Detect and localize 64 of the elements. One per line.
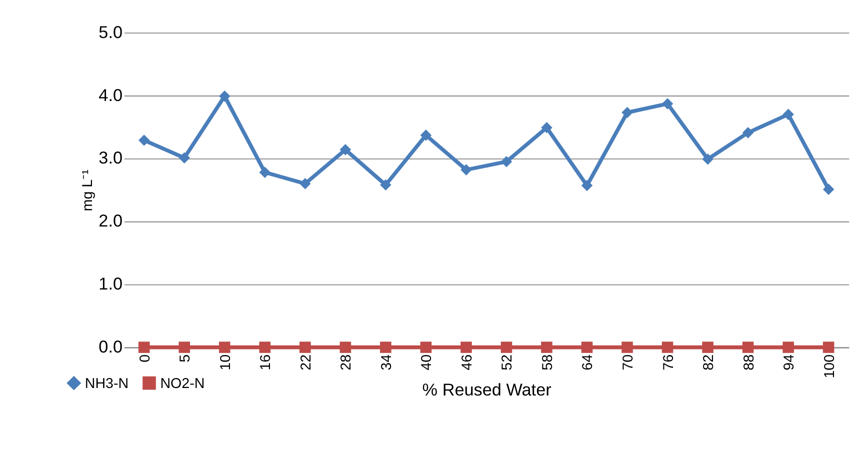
point [178, 342, 190, 353]
x-tick-label: 70 [620, 354, 636, 370]
point [300, 342, 311, 353]
point [702, 153, 714, 165]
point [380, 179, 392, 191]
point [138, 342, 150, 353]
point [460, 342, 472, 353]
point [622, 106, 633, 118]
point [822, 184, 834, 195]
x-tick-label: 76 [660, 354, 677, 370]
point [742, 342, 754, 353]
x-axis-title: % Reused Water [422, 379, 552, 400]
point [581, 342, 593, 353]
x-tick-label: 5 [178, 354, 194, 362]
x-tick-label: 58 [540, 354, 556, 370]
y-tick-label: 4.0 [98, 84, 123, 105]
point [259, 166, 271, 178]
point [541, 122, 552, 134]
point [178, 152, 190, 164]
y-tick-label: 0.0 [98, 336, 123, 357]
point [420, 342, 432, 353]
point [622, 342, 633, 353]
point [662, 342, 674, 353]
x-tick-label: 46 [459, 354, 476, 370]
point [782, 108, 794, 120]
legend-label: NO2-N [160, 376, 205, 392]
point [340, 342, 352, 353]
point [822, 342, 834, 353]
x-tick-label: 64 [580, 354, 596, 370]
x-tick-label: 16 [258, 354, 274, 370]
point [218, 342, 230, 353]
x-tick-label: 82 [701, 354, 718, 370]
x-tick-label: 100 [822, 354, 838, 378]
x-tick-label: 22 [298, 354, 314, 370]
x-tick-label: 52 [500, 354, 516, 370]
x-tick-label: 94 [782, 354, 798, 370]
x-tick-label: 0 [137, 354, 154, 362]
x-tick-label: 10 [218, 354, 234, 370]
y-axis-title: mg L⁻¹ [80, 169, 96, 212]
point [420, 130, 432, 141]
point [340, 144, 352, 156]
point [460, 164, 472, 176]
point [500, 156, 512, 168]
point [259, 342, 271, 353]
legend-label: NH3-N [84, 376, 129, 392]
point [500, 342, 512, 353]
point [782, 342, 794, 353]
point [541, 342, 552, 353]
x-tick-label: 88 [741, 354, 758, 370]
point [662, 98, 674, 110]
x-tick-label: 28 [338, 354, 355, 370]
point [380, 342, 392, 353]
point [702, 342, 714, 353]
point [742, 127, 754, 138]
point [218, 90, 230, 102]
y-tick-label: 3.0 [98, 148, 123, 168]
x-tick-label: 34 [378, 354, 395, 370]
x-tick-label: 40 [419, 354, 436, 370]
y-tick-label: 5.0 [98, 22, 123, 42]
point [581, 180, 593, 192]
point [300, 178, 311, 190]
y-tick-label: 2.0 [98, 210, 123, 231]
point [138, 134, 150, 146]
y-tick-label: 1.0 [98, 274, 123, 294]
